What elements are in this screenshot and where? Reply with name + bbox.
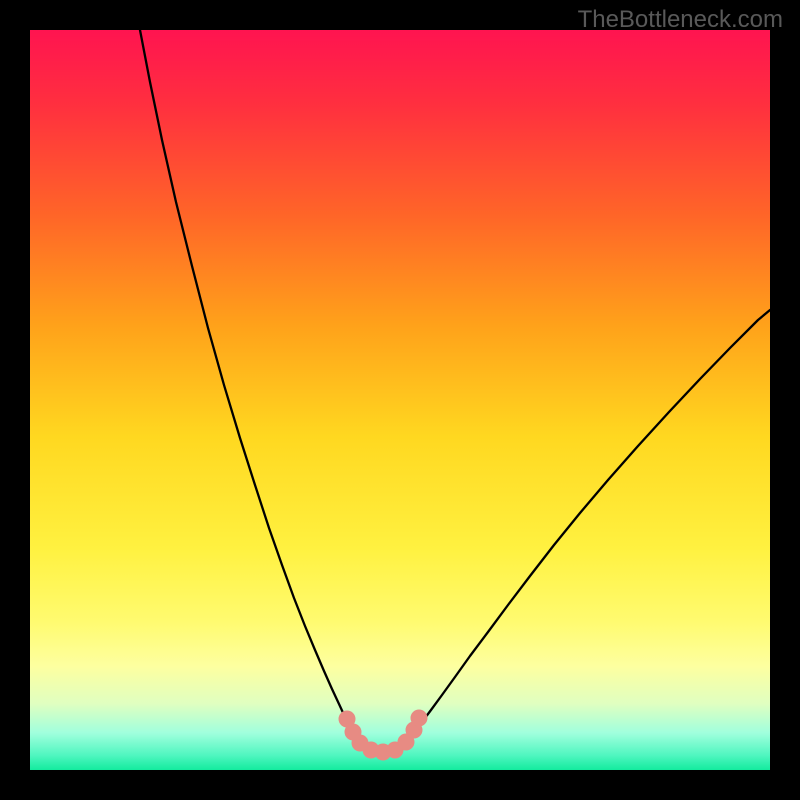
gradient-background — [30, 30, 770, 770]
trough-marker — [411, 710, 428, 727]
chart-frame: TheBottleneck.com — [0, 0, 800, 800]
watermark-text: TheBottleneck.com — [578, 6, 783, 34]
bottleneck-curve-chart — [30, 30, 770, 770]
plot-area — [30, 30, 770, 770]
